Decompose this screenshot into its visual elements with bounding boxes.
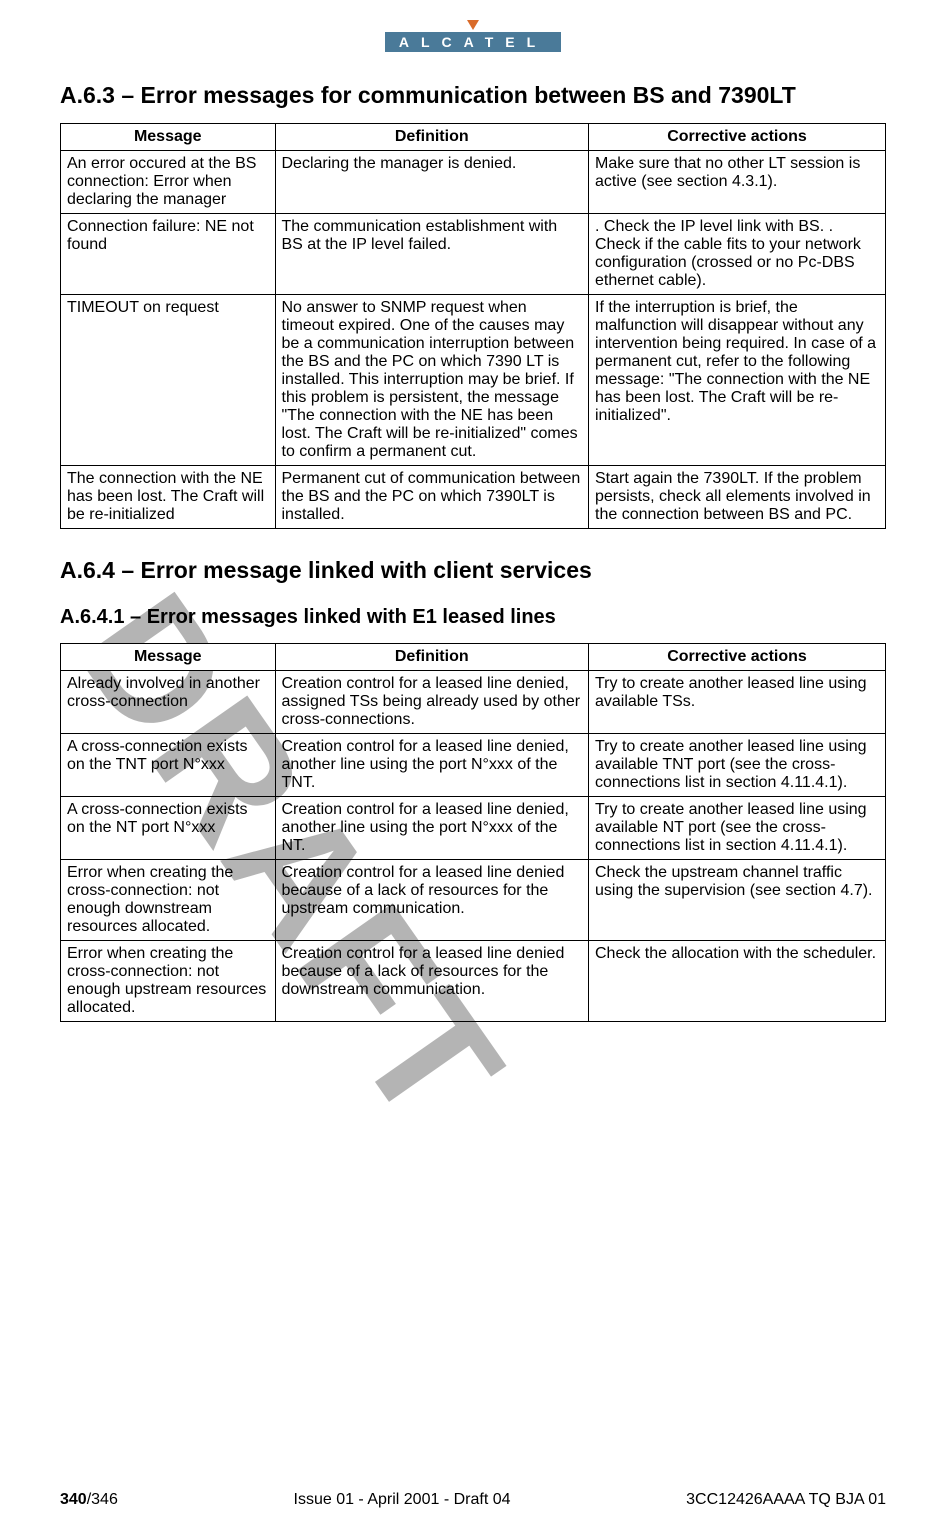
col-header-message: Message xyxy=(61,644,276,671)
col-header-message: Message xyxy=(61,124,276,151)
cell-action: If the interruption is brief, the malfun… xyxy=(589,295,886,466)
cell-message: A cross-connection exists on the NT port… xyxy=(61,797,276,860)
table-row: Connection failure: NE not found The com… xyxy=(61,214,886,295)
page-footer: 340/346 Issue 01 - April 2001 - Draft 04… xyxy=(0,1491,946,1509)
table-row: An error occured at the BS connection: E… xyxy=(61,151,886,214)
cell-definition: Creation control for a leased line denie… xyxy=(275,860,589,941)
cell-action: Try to create another leased line using … xyxy=(589,797,886,860)
footer-right: 3CC12426AAAA TQ BJA 01 xyxy=(686,1491,886,1509)
cell-message: An error occured at the BS connection: E… xyxy=(61,151,276,214)
footer-left: 340/346 xyxy=(60,1491,118,1509)
cell-action: Try to create another leased line using … xyxy=(589,734,886,797)
footer-center: Issue 01 - April 2001 - Draft 04 xyxy=(294,1491,511,1509)
table-row: Error when creating the cross-connection… xyxy=(61,941,886,1022)
sub-heading-a641: A.6.4.1 – Error messages linked with E1 … xyxy=(60,606,886,629)
col-header-actions: Corrective actions xyxy=(589,124,886,151)
table-header-row: Message Definition Corrective actions xyxy=(61,644,886,671)
cell-definition: Permanent cut of communication between t… xyxy=(275,466,589,529)
cell-definition: Declaring the manager is denied. xyxy=(275,151,589,214)
table-row: The connection with the NE has been lost… xyxy=(61,466,886,529)
cell-message: TIMEOUT on request xyxy=(61,295,276,466)
table-row: Already involved in another cross-connec… xyxy=(61,671,886,734)
logo-area: ALCATEL xyxy=(60,20,886,52)
cell-definition: Creation control for a leased line denie… xyxy=(275,671,589,734)
cell-definition: No answer to SNMP request when timeout e… xyxy=(275,295,589,466)
cell-message: The connection with the NE has been lost… xyxy=(61,466,276,529)
cell-definition: Creation control for a leased line denie… xyxy=(275,734,589,797)
cell-message: Error when creating the cross-connection… xyxy=(61,941,276,1022)
cell-definition: The communication establishment with BS … xyxy=(275,214,589,295)
error-table-a641: Message Definition Corrective actions Al… xyxy=(60,643,886,1022)
cell-message: A cross-connection exists on the TNT por… xyxy=(61,734,276,797)
logo-text: ALCATEL xyxy=(385,32,561,52)
cell-action: Start again the 7390LT. If the problem p… xyxy=(589,466,886,529)
cell-message: Already involved in another cross-connec… xyxy=(61,671,276,734)
page-total: /346 xyxy=(87,1491,118,1508)
col-header-definition: Definition xyxy=(275,124,589,151)
cell-definition: Creation control for a leased line denie… xyxy=(275,941,589,1022)
page-number: 340 xyxy=(60,1491,87,1508)
table-row: TIMEOUT on request No answer to SNMP req… xyxy=(61,295,886,466)
cell-action: . Check the IP level link with BS. . Che… xyxy=(589,214,886,295)
section-heading-a64: A.6.4 – Error message linked with client… xyxy=(60,557,886,584)
cell-action: Check the upstream channel traffic using… xyxy=(589,860,886,941)
cell-message: Connection failure: NE not found xyxy=(61,214,276,295)
col-header-definition: Definition xyxy=(275,644,589,671)
cell-action: Check the allocation with the scheduler. xyxy=(589,941,886,1022)
logo-indicator-icon xyxy=(467,20,479,30)
table-row: Error when creating the cross-connection… xyxy=(61,860,886,941)
section-heading-a63: A.6.3 – Error messages for communication… xyxy=(60,82,886,109)
error-table-a63: Message Definition Corrective actions An… xyxy=(60,123,886,529)
table-row: A cross-connection exists on the TNT por… xyxy=(61,734,886,797)
cell-action: Make sure that no other LT session is ac… xyxy=(589,151,886,214)
cell-action: Try to create another leased line using … xyxy=(589,671,886,734)
cell-definition: Creation control for a leased line denie… xyxy=(275,797,589,860)
col-header-actions: Corrective actions xyxy=(589,644,886,671)
table-header-row: Message Definition Corrective actions xyxy=(61,124,886,151)
cell-message: Error when creating the cross-connection… xyxy=(61,860,276,941)
table-row: A cross-connection exists on the NT port… xyxy=(61,797,886,860)
